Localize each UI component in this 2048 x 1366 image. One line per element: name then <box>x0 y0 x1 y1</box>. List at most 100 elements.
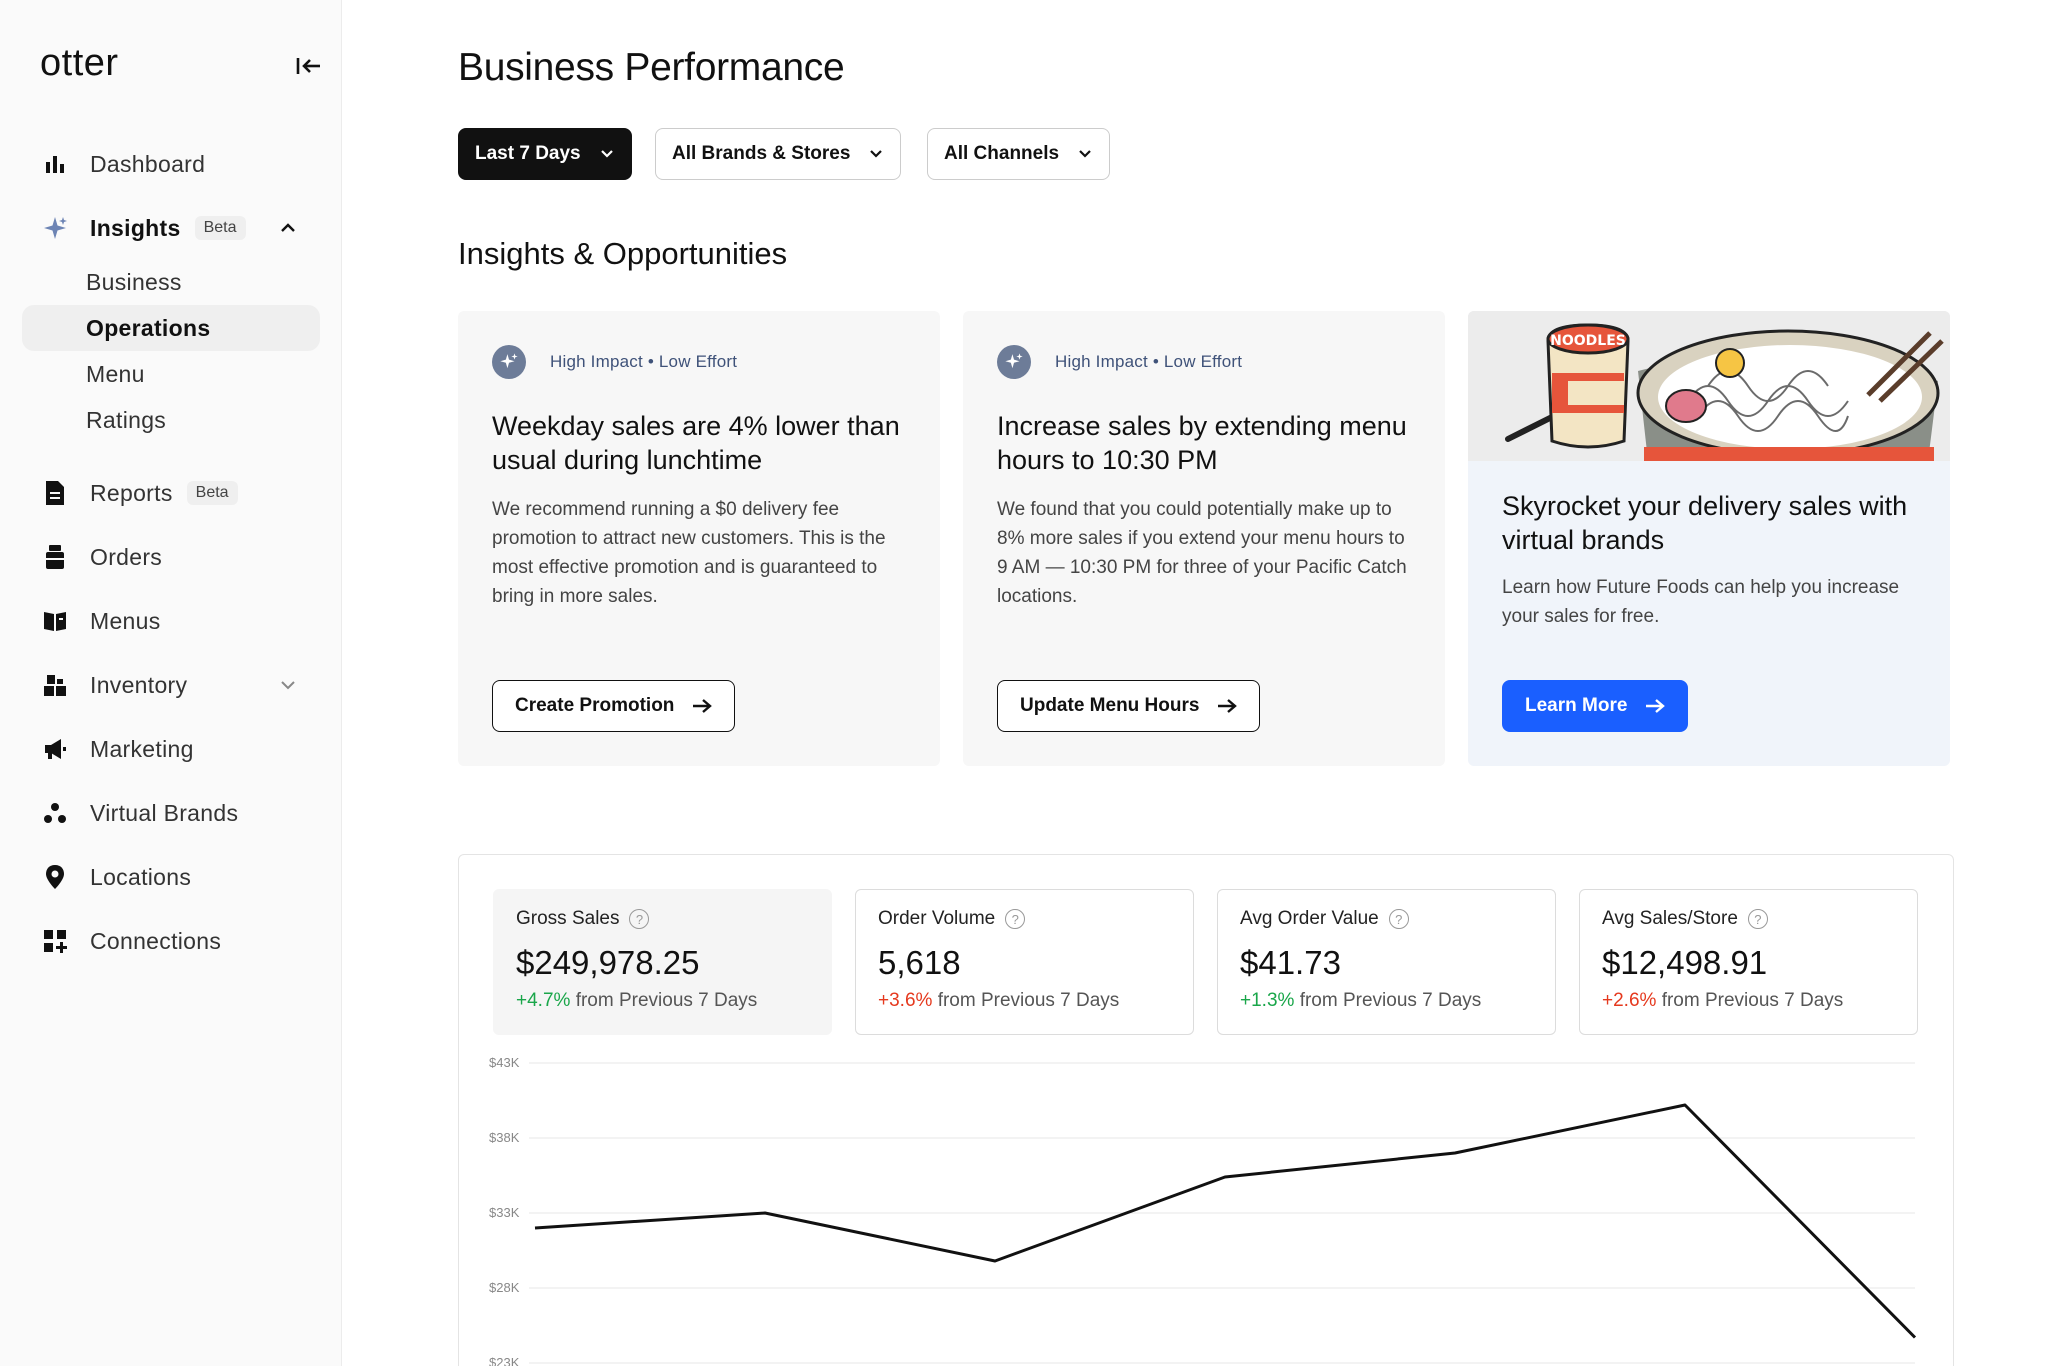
metric-delta: +4.7% <box>516 990 571 1011</box>
sidebar-item-orders[interactable]: Orders <box>22 533 320 581</box>
sales-series-line <box>534 1103 1917 1339</box>
insight-title: Increase sales by extending menu hours t… <box>997 411 1407 475</box>
sidebar-item-label: Dashboard <box>90 150 206 177</box>
help-icon[interactable]: ? <box>1747 909 1768 929</box>
help-icon[interactable]: ? <box>1388 909 1409 929</box>
metric-delta: +3.6% <box>878 990 933 1011</box>
sidebar-item-dashboard[interactable]: Dashboard <box>22 140 320 188</box>
sidebar-subitem-menu[interactable]: Menu <box>86 360 145 387</box>
bar-chart-icon <box>40 149 70 179</box>
metric-value: $41.73 <box>1240 944 1341 981</box>
impact-tag: High Impact • Low Effort <box>997 345 1242 379</box>
y-tick-label: $43K <box>489 1055 520 1070</box>
performance-panel: Gross Sales? $249,978.25 +4.7% from Prev… <box>458 854 1954 1366</box>
dots-icon <box>40 798 70 828</box>
y-tick-label: $38K <box>489 1130 520 1145</box>
chevron-down-icon[interactable] <box>278 675 298 695</box>
insight-card-menu-hours: High Impact • Low Effort Increase sales … <box>963 311 1445 766</box>
metric-card-order-volume[interactable]: Order Volume? 5,618 +3.6% from Previous … <box>855 889 1194 1035</box>
learn-more-button[interactable]: Learn More <box>1502 680 1689 732</box>
sidebar-item-label: Connections <box>90 927 222 954</box>
sidebar-item-label: Orders <box>90 543 163 570</box>
collapse-sidebar-button[interactable] <box>292 52 326 80</box>
bag-icon <box>40 542 70 572</box>
chevron-up-icon[interactable] <box>278 218 298 238</box>
insight-body: We found that you could potentially make… <box>997 499 1407 607</box>
insight-card-lunchtime: High Impact • Low Effort Weekday sales a… <box>458 311 940 766</box>
sidebar-item-label: Insights <box>90 214 181 241</box>
update-menu-hours-button[interactable]: Update Menu Hours <box>997 680 1261 732</box>
brands-stores-dropdown[interactable]: All Brands & Stores <box>655 128 902 180</box>
sidebar-subitem-ratings[interactable]: Ratings <box>86 406 167 433</box>
sidebar-item-label: Marketing <box>90 735 194 762</box>
data-point[interactable] <box>1450 1148 1460 1158</box>
metric-value: $249,978.25 <box>516 944 700 981</box>
data-point[interactable] <box>760 1208 770 1218</box>
metric-delta-suffix: from Previous 7 Days <box>937 990 1120 1011</box>
channels-dropdown[interactable]: All Channels <box>927 128 1111 180</box>
book-icon <box>40 606 70 636</box>
data-point[interactable] <box>1680 1100 1690 1110</box>
data-point[interactable] <box>1220 1172 1230 1182</box>
impact-tag-label: High Impact • Low Effort <box>550 352 738 371</box>
y-tick-label: $23K <box>489 1355 520 1366</box>
metric-delta-suffix: from Previous 7 Days <box>575 990 758 1011</box>
promo-body: Learn how Future Foods can help you incr… <box>1502 577 1900 627</box>
impact-tag-label: High Impact • Low Effort <box>1055 352 1243 371</box>
sidebar-item-label: Virtual Brands <box>90 799 239 826</box>
beta-badge: Beta <box>186 481 238 505</box>
promo-title: Skyrocket your delivery sales with virtu… <box>1502 491 1908 555</box>
metric-delta: +2.6% <box>1602 990 1657 1011</box>
metric-label: Avg Order Value <box>1240 908 1379 929</box>
sidebar-subitem-operations[interactable]: Operations <box>22 305 320 351</box>
metric-delta-suffix: from Previous 7 Days <box>1661 990 1844 1011</box>
sidebar-item-inventory[interactable]: Inventory <box>22 661 320 709</box>
metric-value: $12,498.91 <box>1602 944 1768 981</box>
page-title: Business Performance <box>458 46 845 89</box>
chevron-down-icon <box>870 150 883 158</box>
sidebar: otter Dashboard Insights Beta Business O… <box>0 0 342 1366</box>
grid-plus-icon <box>40 926 70 956</box>
sidebar-item-reports[interactable]: Reports Beta <box>22 469 320 517</box>
metric-card-avg-sales-store[interactable]: Avg Sales/Store? $12,498.91 +2.6% from P… <box>1579 889 1918 1035</box>
metric-label: Order Volume <box>878 908 996 929</box>
channels-label: All Channels <box>944 143 1060 164</box>
pin-icon <box>40 862 70 892</box>
create-promotion-button[interactable]: Create Promotion <box>492 680 736 732</box>
sidebar-item-connections[interactable]: Connections <box>22 917 320 965</box>
brands-stores-label: All Brands & Stores <box>672 143 851 164</box>
sidebar-subitem-business[interactable]: Business <box>86 268 182 295</box>
sidebar-item-label: Locations <box>90 863 192 890</box>
sidebar-item-label: Reports <box>90 479 173 506</box>
data-point[interactable] <box>1910 1333 1920 1343</box>
help-icon[interactable]: ? <box>629 909 650 929</box>
insight-body: We recommend running a $0 delivery fee p… <box>492 499 886 607</box>
metric-label: Avg Sales/Store <box>1602 908 1738 929</box>
collapse-icon <box>296 58 320 74</box>
metric-card-gross-sales[interactable]: Gross Sales? $249,978.25 +4.7% from Prev… <box>493 889 832 1035</box>
boxes-icon <box>40 670 70 700</box>
sidebar-item-menus[interactable]: Menus <box>22 597 320 645</box>
sidebar-item-label: Menus <box>90 607 161 634</box>
sidebar-item-locations[interactable]: Locations <box>22 853 320 901</box>
button-label: Update Menu Hours <box>1020 695 1200 716</box>
cup-label: NOODLES <box>1550 333 1626 349</box>
data-point[interactable] <box>530 1223 540 1233</box>
impact-tag: High Impact • Low Effort <box>492 345 737 379</box>
help-icon[interactable]: ? <box>1005 909 1026 929</box>
megaphone-icon <box>40 734 70 764</box>
arrow-right-icon <box>1646 699 1666 713</box>
metric-value: 5,618 <box>878 944 961 981</box>
insight-title: Weekday sales are 4% lower than usual du… <box>492 411 900 475</box>
sidebar-item-insights[interactable]: Insights Beta <box>22 204 320 252</box>
metric-delta-suffix: from Previous 7 Days <box>1299 990 1482 1011</box>
beta-badge: Beta <box>194 216 246 240</box>
otter-logo[interactable]: otter <box>40 42 119 84</box>
metric-card-avg-order-value[interactable]: Avg Order Value? $41.73 +1.3% from Previ… <box>1217 889 1556 1035</box>
data-point[interactable] <box>990 1256 1000 1266</box>
sidebar-item-marketing[interactable]: Marketing <box>22 725 320 773</box>
insights-section-title: Insights & Opportunities <box>458 236 788 271</box>
sidebar-item-virtual-brands[interactable]: Virtual Brands <box>22 789 320 837</box>
noodles-illustration: NOODLES <box>1468 311 1950 461</box>
date-range-dropdown[interactable]: Last 7 Days <box>458 128 632 180</box>
